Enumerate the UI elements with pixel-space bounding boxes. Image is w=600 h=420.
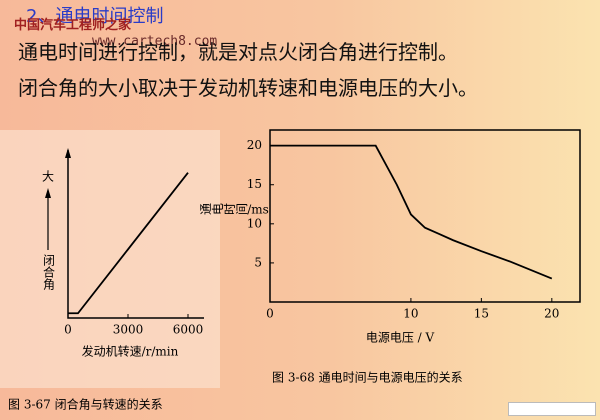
- body-text: 通电时间进行控制，就是对点火闭合角进行控制。: [18, 40, 458, 64]
- watermark: 中国汽车工程师之家: [14, 18, 132, 33]
- x-tick-label: 3000: [113, 323, 144, 337]
- y-axis-label: 闭合角: [42, 254, 56, 291]
- figure-caption: 图 3-67 闭合角与转速的关系: [8, 397, 163, 412]
- body-text: 闭合角的大小取决于发动机转速和电源电压的大小。: [18, 76, 478, 100]
- y-arrowhead: [45, 188, 51, 198]
- x-axis-label: 发动机转速/r/min: [82, 344, 179, 359]
- x-tick-label: 15: [474, 307, 489, 321]
- watermark: www.cartech8.com: [92, 34, 218, 49]
- plot-background: [0, 130, 220, 388]
- x-tick-label: 6000: [173, 323, 204, 337]
- x-tick-label: 0: [266, 307, 274, 321]
- x-tick-label: 10: [403, 307, 418, 321]
- x-tick-label: 20: [544, 307, 559, 321]
- axis-arrow: [65, 148, 71, 158]
- y-tick-label: 10: [247, 216, 262, 230]
- figure-caption: 图 3-68 通电时间与电源电压的关系: [272, 370, 463, 385]
- data-line: [270, 144, 553, 280]
- y-axis-label: 通电时间/ms: [199, 203, 269, 217]
- y-max-label: 大: [42, 170, 54, 184]
- x-tick-label: 0: [64, 323, 72, 337]
- plot-frame: [269, 129, 581, 303]
- y-tick-label: 20: [247, 138, 262, 152]
- slide-title: 2、通电时间控制: [26, 6, 164, 27]
- x-axis-label: 电源电压 / V: [366, 331, 435, 345]
- data-line: [68, 172, 189, 315]
- y-tick-label: 5: [254, 255, 262, 269]
- y-tick-label: 15: [247, 177, 262, 191]
- toolbar-icons: [508, 402, 596, 416]
